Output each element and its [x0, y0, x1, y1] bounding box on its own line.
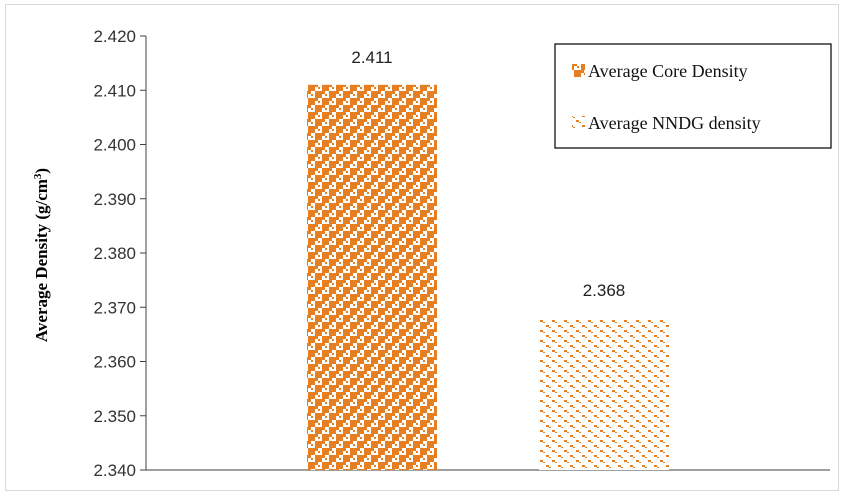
y-tick-label: 2.370 — [93, 298, 136, 317]
y-tick-label: 2.340 — [93, 461, 136, 480]
legend-label-core: Average Core Density — [588, 61, 748, 81]
bar-nndg-density — [539, 318, 669, 470]
bar-core-density — [307, 84, 437, 470]
data-labels: 2.411 2.368 — [351, 48, 625, 300]
y-tick-label: 2.360 — [93, 353, 136, 372]
y-tick-label: 2.400 — [93, 136, 136, 155]
legend-label-nndg: Average NNDG density — [588, 113, 761, 133]
y-axis-title: Average Density (g/cm3) — [32, 168, 51, 342]
legend-swatch-core — [572, 64, 585, 77]
y-tick-label: 2.420 — [93, 27, 136, 46]
y-tick-label: 2.390 — [93, 190, 136, 209]
data-label-nndg-density: 2.368 — [583, 281, 626, 300]
bars — [307, 84, 669, 470]
legend: Average Core Density Average NNDG densit… — [554, 43, 832, 149]
y-tick-label: 2.380 — [93, 244, 136, 263]
data-label-core-density: 2.411 — [351, 48, 392, 67]
y-axis: 2.340 2.350 2.360 2.370 2.380 2.390 2.400 2.410… — [93, 27, 830, 480]
legend-box — [554, 43, 832, 149]
y-tick-label: 2.410 — [93, 81, 136, 100]
legend-swatch-nndg — [572, 116, 585, 129]
y-tick-label: 2.350 — [93, 407, 136, 426]
